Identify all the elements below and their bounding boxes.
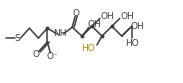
Text: OH: OH [131,22,145,31]
Text: O⁻: O⁻ [46,52,58,61]
Text: S: S [15,34,20,43]
Text: HO: HO [81,44,95,53]
Text: HO: HO [125,39,139,48]
Text: OH: OH [87,20,101,29]
Text: OH: OH [101,12,115,21]
Text: O: O [33,50,40,59]
Text: O: O [73,9,80,18]
Text: OH: OH [121,12,135,21]
Text: NH: NH [53,29,67,38]
